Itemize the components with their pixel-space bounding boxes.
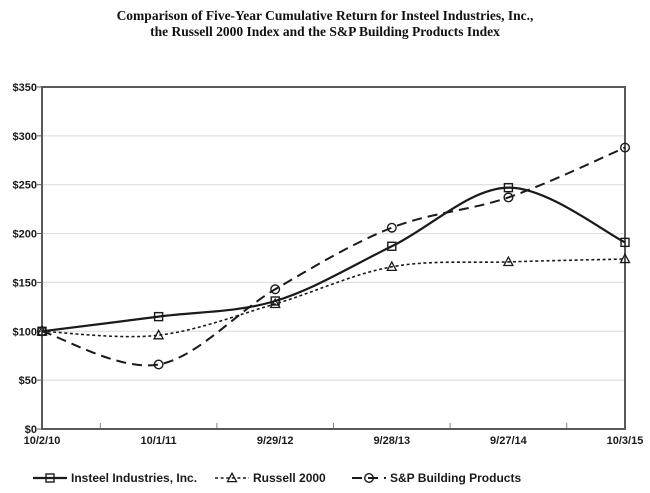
- marker-square-9-27-14: [503, 182, 514, 193]
- marker-triangle-9-27-14: [502, 255, 514, 267]
- y-tick-label-150: $150: [13, 277, 37, 289]
- chart-title-line2: the Russell 2000 Index and the S&P Build…: [150, 24, 500, 39]
- legend-square-icon: [45, 473, 55, 483]
- legend-label-russell-2000: Russell 2000: [253, 471, 326, 485]
- chart-title-line1: Comparison of Five-Year Cumulative Retur…: [116, 8, 534, 23]
- y-tick-label-0: $0: [25, 424, 37, 436]
- legend-item-sp-building-products: S&P Building Products: [352, 469, 521, 487]
- marker-square-9-28-13: [387, 241, 397, 251]
- chart-title: Comparison of Five-Year Cumulative Retur…: [0, 8, 650, 40]
- marker-circle-9-28-13: [386, 222, 397, 233]
- y-tick-label-50: $50: [19, 375, 37, 387]
- x-tick-label-10-2-10: 10/2/10: [24, 435, 61, 447]
- chart-legend: Insteel Industries, Inc. Russell 2000 S&…: [0, 469, 650, 489]
- series-line-russell-2000: [41, 258, 626, 338]
- x-tick-label-9-27-14: 9/27/14: [490, 435, 528, 447]
- legend-sample-square-solid-line: [33, 473, 67, 483]
- legend-sample-circle-dashed-line: [352, 472, 386, 484]
- y-tick-label-350: $350: [13, 82, 37, 94]
- series-markers-s-p-building-products: [37, 142, 631, 370]
- marker-triangle-9-28-13: [386, 260, 398, 272]
- marker-circle-9-29-12: [270, 284, 281, 295]
- marker-circle-10-2-10: [37, 326, 48, 337]
- x-tick-label-10-1-11: 10/1/11: [141, 435, 177, 447]
- x-tick-label-9-29-12: 9/29/12: [257, 435, 294, 447]
- marker-triangle-10-3-15: [619, 252, 631, 264]
- legend-label-sp-building-products: S&P Building Products: [390, 471, 522, 485]
- marker-circle-10-3-15: [620, 142, 631, 153]
- y-tick-label-250: $250: [13, 180, 37, 192]
- plot-area: $0 $50 $100 $150 $200 $250 $300 $350 10/2/10 10/1…: [13, 82, 644, 447]
- series-line-s-p-building-products: [41, 146, 626, 367]
- x-tick-label-10-3-15: 10/3/15: [607, 435, 644, 447]
- x-tick-label-9-28-13: 9/28/13: [373, 435, 410, 447]
- marker-triangle-10-1-11: [153, 329, 165, 340]
- legend-item-insteel-industries: Insteel Industries, Inc.: [33, 469, 197, 487]
- y-tick-label-300: $300: [13, 131, 37, 143]
- series-markers-insteel-industries-inc: [37, 182, 630, 336]
- series-markers-russell-2000: [36, 252, 631, 340]
- plot-frame: [41, 86, 626, 430]
- series-line-insteel-industries-inc: [41, 186, 626, 333]
- marker-triangle-9-29-12: [269, 297, 281, 309]
- marker-circle-9-27-14: [503, 192, 514, 203]
- marker-square-9-29-12: [270, 296, 280, 306]
- legend-item-russell-2000: Russell 2000: [215, 469, 326, 487]
- marker-square-10-1-11: [153, 311, 164, 322]
- legend-triangle-icon: [226, 471, 238, 483]
- legend-sample-triangle-dotted-line: [215, 471, 249, 483]
- marker-square-10-3-15: [620, 237, 630, 248]
- marker-circle-10-1-11: [153, 359, 164, 370]
- legend-circle-icon: [363, 472, 375, 484]
- legend-label-insteel-industries: Insteel Industries, Inc.: [71, 471, 198, 485]
- y-tick-label-100: $100: [13, 326, 37, 338]
- y-tick-label-200: $200: [13, 229, 37, 241]
